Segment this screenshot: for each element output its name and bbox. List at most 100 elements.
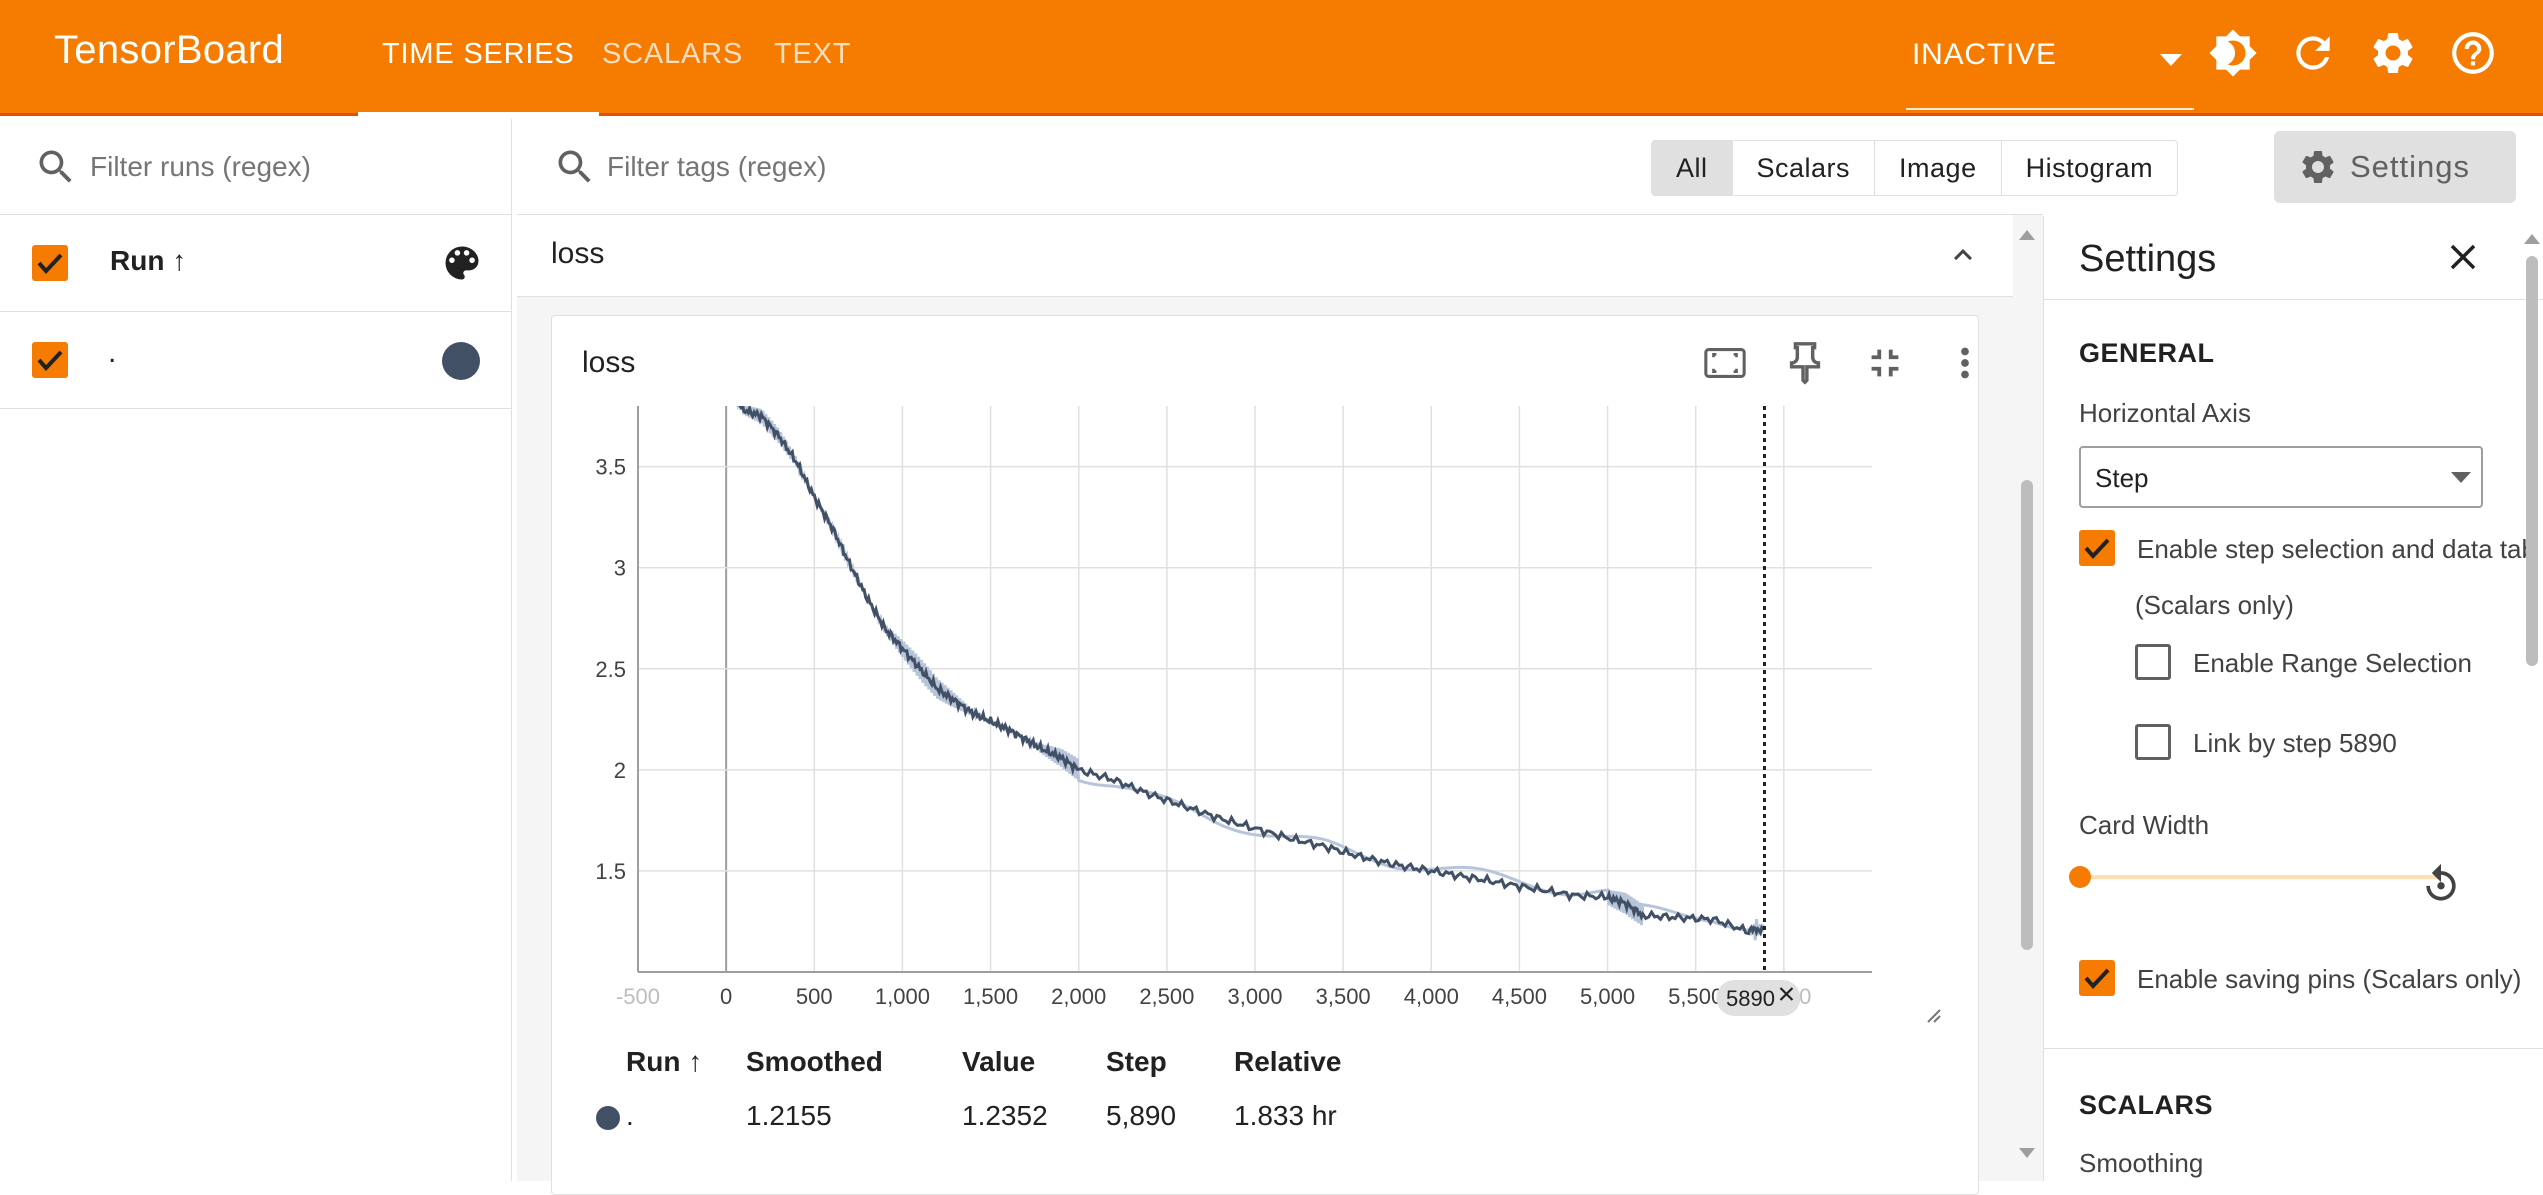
- y-tick-label: 3: [614, 556, 626, 581]
- enable-step-selection-checkbox[interactable]: [2079, 530, 2115, 566]
- x-tick-label: 2,000: [1051, 984, 1106, 1009]
- x-tick-label: 1,000: [875, 984, 930, 1009]
- horizontal-axis-select[interactable]: Step: [2079, 446, 2483, 508]
- step-marker-chip: [1716, 980, 1801, 1016]
- cell-value: 1.2352: [962, 1100, 1048, 1131]
- run-color-swatch[interactable]: [442, 342, 480, 380]
- y-tick-label: 1.5: [595, 859, 626, 884]
- enable-range-selection-label: Enable Range Selection: [2193, 648, 2472, 678]
- step-marker-label: 5890: [1726, 986, 1775, 1011]
- horizontal-axis-label: Horizontal Axis: [2079, 398, 2251, 428]
- gear-icon[interactable]: [2368, 28, 2418, 78]
- checkmark-icon: [37, 350, 63, 371]
- tag-group-header[interactable]: loss: [517, 215, 2013, 297]
- fit-to-domain-icon[interactable]: [1702, 340, 1748, 386]
- slider-track: [2079, 875, 2439, 879]
- main-content: All Scalars Image Histogram loss loss -5…: [517, 119, 2179, 1195]
- tag-group-title: loss: [551, 237, 605, 270]
- card-width-slider[interactable]: [2069, 862, 2449, 892]
- step-marker-close-icon: [1779, 987, 1794, 1001]
- reset-icon[interactable]: [2419, 862, 2463, 906]
- scroll-up-icon[interactable]: [2019, 228, 2035, 240]
- app-title: TensorBoard: [54, 28, 285, 72]
- col-header-relative[interactable]: Relative: [1234, 1046, 1342, 1077]
- run-color-dot: [596, 1106, 620, 1130]
- card-width-label: Card Width: [2079, 810, 2210, 840]
- plugin-type-toggle: All Scalars Image Histogram: [1651, 140, 2179, 196]
- palette-icon[interactable]: [440, 241, 484, 285]
- slider-thumb[interactable]: [2069, 866, 2091, 888]
- scalars-heading: SCALARS: [2079, 1090, 2214, 1120]
- col-header-run[interactable]: Run ↑: [626, 1046, 703, 1077]
- x-tick-label: 500: [796, 984, 833, 1009]
- filter-image-button[interactable]: Image: [1875, 141, 2002, 195]
- tags-filter-input[interactable]: [607, 145, 1127, 189]
- enable-saving-pins-checkbox[interactable]: [2079, 960, 2115, 996]
- main-scrollbar-thumb[interactable]: [2021, 480, 2033, 950]
- scalars-only-note: (Scalars only): [2135, 590, 2294, 620]
- filter-histogram-button[interactable]: Histogram: [2025, 153, 2154, 183]
- link-by-step-checkbox[interactable]: [2135, 724, 2171, 760]
- pin-icon[interactable]: [1782, 340, 1828, 386]
- checkmark-icon: [37, 253, 63, 274]
- top-app-bar: TensorBoard TIME SERIES SCALARS TEXT INA…: [0, 0, 2543, 116]
- chevron-down-icon: [2160, 54, 2182, 66]
- chevron-down-icon: [2451, 472, 2471, 483]
- more-vert-icon[interactable]: [1942, 340, 1988, 386]
- settings-header: Settings: [2044, 216, 2543, 300]
- loss-line-chart[interactable]: -500 0 500 1,000 1,500 2,000 2,500 3,000 3,500 4,…: [572, 406, 1912, 1046]
- col-header-smoothed[interactable]: Smoothed: [746, 1046, 883, 1077]
- filter-scalars-button[interactable]: Scalars: [1733, 141, 1876, 195]
- y-tick-label: 3.5: [595, 455, 626, 480]
- settings-button-label: Settings: [2350, 149, 2471, 184]
- runs-panel: Run ↑ .: [0, 119, 512, 1181]
- resize-handle-icon[interactable]: [1924, 1006, 1942, 1024]
- x-tick-label: 3,000: [1227, 984, 1282, 1009]
- col-header-step[interactable]: Step: [1106, 1046, 1167, 1077]
- run-column-header[interactable]: Run ↑: [110, 245, 187, 276]
- link-by-step-label: Link by step 5890: [2193, 728, 2397, 758]
- settings-divider: [2044, 1048, 2543, 1049]
- general-heading: GENERAL: [2079, 338, 2215, 368]
- chart-grid: [637, 406, 1872, 972]
- search-icon: [39, 150, 72, 183]
- runs-filter-bar: [0, 119, 511, 215]
- tab-scalars[interactable]: SCALARS: [602, 38, 743, 70]
- smoothed-series-line: [738, 406, 1766, 937]
- search-icon: [558, 150, 591, 183]
- runs-table-header: Run ↑: [0, 215, 511, 312]
- settings-panel: Settings GENERAL Horizontal Axis Step En…: [2043, 216, 2543, 1181]
- step-marker[interactable]: 5890: [1716, 406, 1801, 1016]
- tab-text[interactable]: TEXT: [774, 38, 852, 70]
- x-tick-label: 0: [720, 984, 732, 1009]
- brightness-icon[interactable]: [2208, 28, 2258, 78]
- tab-time-series[interactable]: TIME SERIES: [358, 0, 599, 116]
- col-header-value[interactable]: Value: [962, 1046, 1036, 1077]
- settings-scrollbar-thumb[interactable]: [2526, 256, 2538, 666]
- x-tick-label: 5,000: [1580, 984, 1635, 1009]
- x-tick-label: 3,500: [1316, 984, 1371, 1009]
- x-tick-label: 4,500: [1492, 984, 1547, 1009]
- refresh-icon[interactable]: [2288, 28, 2338, 78]
- close-icon[interactable]: [2442, 236, 2484, 278]
- checkmark-icon: [2084, 538, 2110, 559]
- filter-all-button[interactable]: All: [1652, 141, 1733, 195]
- help-icon[interactable]: [2448, 28, 2498, 78]
- enable-range-selection-checkbox[interactable]: [2135, 644, 2171, 680]
- checkmark-icon: [2084, 968, 2110, 989]
- reload-status-dropdown[interactable]: INACTIVE: [1906, 14, 2194, 110]
- cell-smoothed: 1.2155: [746, 1100, 832, 1131]
- run-checkbox[interactable]: [32, 342, 68, 378]
- chevron-up-icon[interactable]: [1945, 237, 1981, 273]
- collapse-card-icon[interactable]: [1862, 340, 1908, 386]
- settings-button[interactable]: Settings: [2274, 131, 2516, 203]
- run-row[interactable]: .: [0, 312, 511, 409]
- scroll-up-icon[interactable]: [2524, 232, 2540, 244]
- status-label: INACTIVE: [1912, 38, 2057, 71]
- smoothing-label: Smoothing: [2079, 1148, 2204, 1178]
- select-all-runs-checkbox[interactable]: [32, 245, 68, 281]
- enable-saving-pins-label: Enable saving pins (Scalars only): [2137, 964, 2522, 994]
- runs-filter-input[interactable]: [90, 145, 480, 189]
- scroll-down-icon[interactable]: [2019, 1148, 2035, 1160]
- chart-axes: -500 0 500 1,000 1,500 2,000 2,500 3,000 3,500 4,…: [595, 406, 1872, 1009]
